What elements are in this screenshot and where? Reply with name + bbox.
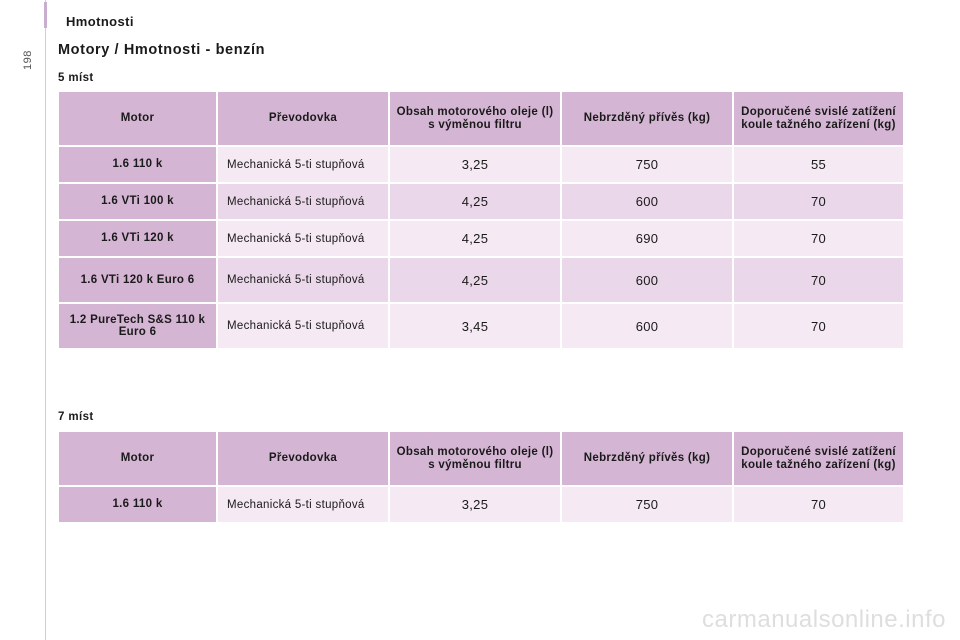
column-header-motor: Motor — [57, 90, 218, 147]
column-header-trailer: Nebrzděný přívěs (kg) — [560, 430, 734, 487]
column-header-gearbox: Převodovka — [216, 430, 390, 487]
column-header-load: Doporučené svislé zatížení koule tažného… — [732, 90, 905, 147]
cell-gearbox: Mechanická 5-ti stupňová — [216, 145, 390, 184]
table-header-row: Motor Převodovka Obsah motorového oleje … — [57, 90, 905, 147]
table-header-row: Motor Převodovka Obsah motorového oleje … — [57, 430, 905, 487]
page-title: Motory / Hmotnosti - benzín — [58, 42, 266, 58]
cell-gearbox: Mechanická 5-ti stupňová — [216, 302, 390, 350]
cell-oil: 3,25 — [388, 145, 562, 184]
column-header-load: Doporučené svislé zatížení koule tažného… — [732, 430, 905, 487]
table-row: 1.6 110 k Mechanická 5-ti stupňová 3,25 … — [57, 145, 905, 184]
section-tab-marker — [44, 2, 47, 28]
cell-motor: 1.6 110 k — [57, 145, 218, 184]
cell-motor: 1.6 VTi 120 k Euro 6 — [57, 256, 218, 304]
cell-load: 70 — [732, 485, 905, 524]
section-label: Hmotnosti — [66, 14, 134, 29]
table-row: 1.6 110 k Mechanická 5-ti stupňová 3,25 … — [57, 485, 905, 524]
cell-oil: 3,45 — [388, 302, 562, 350]
cell-load: 70 — [732, 182, 905, 221]
cell-gearbox: Mechanická 5-ti stupňová — [216, 219, 390, 258]
subsection-label-5-seats: 5 míst — [58, 72, 94, 84]
cell-motor: 1.6 VTi 100 k — [57, 182, 218, 221]
cell-trailer: 600 — [560, 182, 734, 221]
cell-trailer: 750 — [560, 485, 734, 524]
cell-gearbox: Mechanická 5-ti stupňová — [216, 485, 390, 524]
margin-line — [45, 0, 46, 640]
column-header-oil: Obsah motorového oleje (l) s výměnou fil… — [388, 90, 562, 147]
cell-trailer: 600 — [560, 302, 734, 350]
table-row: 1.2 PureTech S&S 110 k Euro 6 Mechanická… — [57, 302, 905, 350]
cell-trailer: 690 — [560, 219, 734, 258]
cell-oil: 3,25 — [388, 485, 562, 524]
column-header-gearbox: Převodovka — [216, 90, 390, 147]
spec-table-5-seats: Motor Převodovka Obsah motorového oleje … — [57, 90, 905, 350]
cell-gearbox: Mechanická 5-ti stupňová — [216, 256, 390, 304]
spec-table-7-seats: Motor Převodovka Obsah motorového oleje … — [57, 430, 905, 524]
cell-motor: 1.6 VTi 120 k — [57, 219, 218, 258]
column-header-oil: Obsah motorového oleje (l) s výměnou fil… — [388, 430, 562, 487]
cell-motor: 1.6 110 k — [57, 485, 218, 524]
cell-trailer: 750 — [560, 145, 734, 184]
cell-oil: 4,25 — [388, 182, 562, 221]
cell-load: 70 — [732, 302, 905, 350]
subsection-label-7-seats: 7 míst — [58, 411, 94, 423]
cell-load: 70 — [732, 219, 905, 258]
column-header-motor: Motor — [57, 430, 218, 487]
table-row: 1.6 VTi 120 k Euro 6 Mechanická 5-ti stu… — [57, 256, 905, 304]
cell-oil: 4,25 — [388, 256, 562, 304]
cell-load: 70 — [732, 256, 905, 304]
page-number: 198 — [22, 50, 34, 70]
cell-trailer: 600 — [560, 256, 734, 304]
table-row: 1.6 VTi 100 k Mechanická 5-ti stupňová 4… — [57, 182, 905, 221]
cell-motor: 1.2 PureTech S&S 110 k Euro 6 — [57, 302, 218, 350]
cell-gearbox: Mechanická 5-ti stupňová — [216, 182, 390, 221]
watermark: carmanualsonline.info — [702, 606, 946, 633]
table-row: 1.6 VTi 120 k Mechanická 5-ti stupňová 4… — [57, 219, 905, 258]
column-header-trailer: Nebrzděný přívěs (kg) — [560, 90, 734, 147]
cell-load: 55 — [732, 145, 905, 184]
cell-oil: 4,25 — [388, 219, 562, 258]
